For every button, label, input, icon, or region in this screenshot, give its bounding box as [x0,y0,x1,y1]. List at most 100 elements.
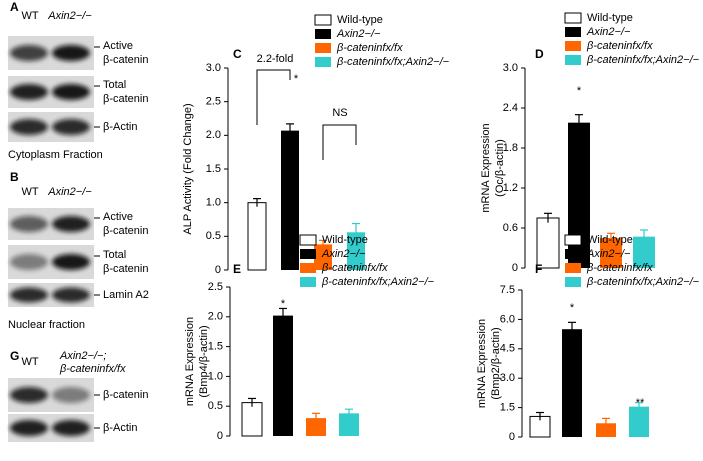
y-tick-label: 1.5 [206,163,221,175]
bar [241,402,263,437]
legend-label: β-cateninfx/fx [586,262,653,274]
legend-label: β-cateninfx/fx [336,42,403,54]
bracket [256,69,291,125]
y-tick-label: 2.4 [503,102,518,114]
y-tick-label: 2.5 [206,96,221,108]
y-tick-label: 0 [217,430,223,442]
significance-mark: * [281,298,286,310]
blot-band [10,287,48,303]
legend-swatch [565,55,581,65]
y-axis-label: mRNA Expression [480,123,492,212]
row-label: β-catenin [103,93,148,105]
row-label: β-catenin [103,389,148,401]
panel-label: B [10,170,19,184]
significance-mark: * [577,85,582,97]
y-tick-label: 3.0 [206,62,221,74]
blot-band [52,216,90,232]
bar [596,423,616,437]
legend-label: Wild-type [587,12,633,24]
y-tick-label: 7.5 [500,284,515,296]
panel-label: C [233,47,242,61]
y-tick-label: 0.6 [503,222,518,234]
bar [247,202,267,271]
y-tick-label: 4.5 [500,343,515,355]
bar [536,217,560,269]
lane-label: β-cateninfx/fx [59,363,126,375]
y-axis-label: mRNA Expression [476,319,488,408]
y-axis-label: (Bmp2/β-actin) [490,327,502,399]
legend-label: β-cateninfx/fx;Axin2−/− [321,276,435,288]
row-label: Active [103,211,133,223]
significance-mark: * [294,73,299,85]
panel-label: A [10,0,19,14]
legend-label: Wild-type [337,14,383,26]
panel-label: F [535,262,542,276]
legend-label: β-cateninfx/fx;Axin2−/− [586,276,700,288]
lane-label: Axin2−/−; [59,350,106,362]
annotation: 2.2-fold [257,53,294,65]
blot-band [52,420,90,436]
blot-band [52,387,90,403]
panel-label: D [535,47,544,61]
blot-band [52,119,90,135]
bar [568,122,590,269]
legend-label: Axin2−/− [586,248,631,260]
row-label: β-Actin [103,422,137,434]
legend-swatch [565,277,581,287]
y-tick-label: 1.2 [503,182,518,194]
lane-label: WT [21,186,38,198]
legend-swatch [299,234,317,246]
row-label: Lamin A2 [103,289,149,301]
row-label: β-Actin [103,121,137,133]
y-axis-label: (Oc/β-actin) [494,139,506,197]
bar [629,406,649,437]
bar [306,418,326,436]
bar [314,244,332,270]
row-label: Active [103,40,133,52]
y-axis-label: ALP Activity (Fold Change) [182,103,194,234]
y-tick-label: 1.0 [206,197,221,209]
y-axis-label: (Bmp4/β-actin) [198,325,210,397]
legend-swatch [315,57,331,67]
y-tick-label: 1.5 [208,341,223,353]
y-axis-label: mRNA Expression [184,317,196,406]
y-tick-label: 1.0 [208,370,223,382]
blot-band [10,420,48,436]
row-label: β-catenin [103,263,148,275]
legend-swatch [315,43,331,53]
legend-swatch [315,29,331,39]
bar [347,232,365,270]
y-tick-label: 0.5 [208,400,223,412]
row-label: β-catenin [103,225,148,237]
bar [273,315,293,436]
bar [562,329,582,437]
row-label: β-catenin [103,54,148,66]
legend-swatch [300,249,316,259]
legend-label: β-cateninfx/fx [586,40,653,52]
lane-label: Axin2−/− [47,186,92,198]
legend-swatch [565,249,581,259]
annotation: NS [332,107,347,119]
legend-swatch [565,41,581,51]
legend-label: Wild-type [322,234,368,246]
legend-swatch [565,27,581,37]
significance-mark: * [570,302,575,314]
blot-band [52,84,90,100]
legend-swatch [565,263,581,273]
bar [339,413,359,436]
bar [281,130,299,270]
y-tick-label: 2.0 [208,311,223,323]
legend-label: β-cateninfx/fx;Axin2−/− [586,54,700,66]
y-tick-label: 2.5 [208,281,223,293]
legend-label: Axin2−/− [586,26,631,38]
caption: Cytoplasm Fraction [8,149,103,161]
y-tick-label: 1.5 [500,402,515,414]
blot-band [10,45,48,61]
significance-mark: ** [636,397,645,409]
panel-label: E [233,262,241,276]
legend-swatch [300,277,316,287]
legend-swatch [564,234,582,246]
y-tick-label: 0 [512,262,518,274]
blot-band [10,387,48,403]
